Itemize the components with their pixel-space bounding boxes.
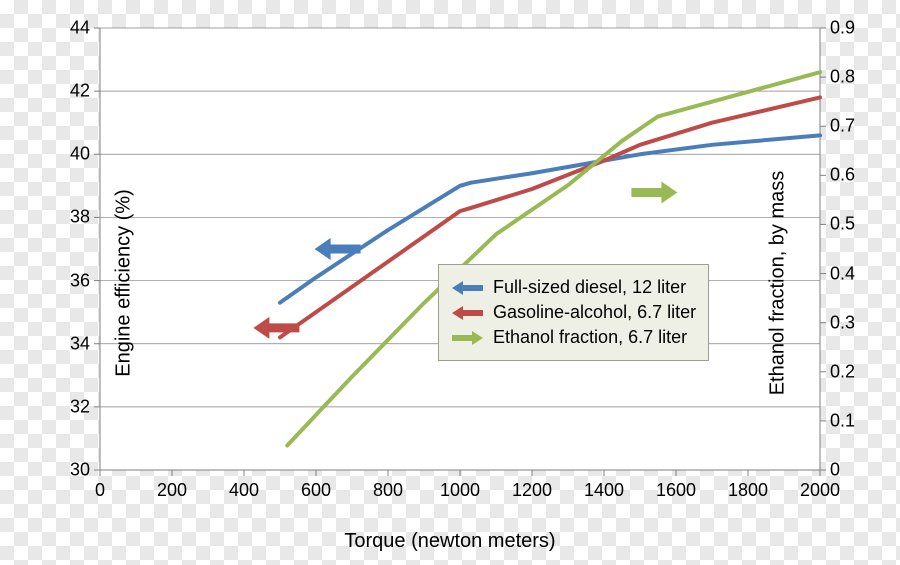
tick-label: 0.1 bbox=[830, 410, 855, 431]
axis-indicator-arrow-diesel bbox=[315, 238, 361, 260]
tick-label: 0.8 bbox=[830, 67, 855, 88]
tick-label: 38 bbox=[70, 207, 90, 228]
legend-label: Gasoline-alcohol, 6.7 liter bbox=[493, 302, 696, 323]
tick-label: 2000 bbox=[800, 480, 840, 501]
tick-label: 0 bbox=[95, 480, 105, 501]
tick-label: 34 bbox=[70, 333, 90, 354]
legend-label: Ethanol fraction, 6.7 liter bbox=[493, 327, 687, 348]
tick-label: 0.5 bbox=[830, 214, 855, 235]
tick-label: 1200 bbox=[512, 480, 552, 501]
tick-label: 0 bbox=[830, 460, 840, 481]
legend-swatch-arrow-icon bbox=[449, 278, 485, 298]
chart-container: Engine efficiency (%) Ethanol fraction, … bbox=[0, 0, 900, 565]
tick-label: 42 bbox=[70, 81, 90, 102]
tick-label: 0.2 bbox=[830, 361, 855, 382]
legend-item-diesel: Full-sized diesel, 12 liter bbox=[449, 277, 696, 298]
legend: Full-sized diesel, 12 liter Gasoline-alco… bbox=[438, 264, 709, 361]
tick-label: 0.4 bbox=[830, 263, 855, 284]
tick-label: 36 bbox=[70, 270, 90, 291]
tick-label: 30 bbox=[70, 460, 90, 481]
tick-label: 1000 bbox=[440, 480, 480, 501]
legend-label: Full-sized diesel, 12 liter bbox=[493, 277, 686, 298]
y-right-axis-label: Ethanol fraction, by mass bbox=[767, 133, 790, 433]
tick-label: 1800 bbox=[728, 480, 768, 501]
tick-label: 600 bbox=[301, 480, 331, 501]
tick-label: 0.7 bbox=[830, 116, 855, 137]
axis-indicator-arrow-gasalc bbox=[253, 317, 299, 339]
tick-label: 800 bbox=[373, 480, 403, 501]
tick-label: 0.6 bbox=[830, 165, 855, 186]
x-axis-label: Torque (newton meters) bbox=[0, 530, 900, 553]
legend-item-gasalc: Gasoline-alcohol, 6.7 liter bbox=[449, 302, 696, 323]
tick-label: 0.3 bbox=[830, 312, 855, 333]
tick-label: 0.9 bbox=[830, 18, 855, 39]
legend-swatch-arrow-icon bbox=[449, 328, 485, 348]
tick-label: 32 bbox=[70, 396, 90, 417]
tick-label: 200 bbox=[157, 480, 187, 501]
tick-label: 1600 bbox=[656, 480, 696, 501]
legend-swatch-arrow-icon bbox=[449, 303, 485, 323]
tick-label: 44 bbox=[70, 18, 90, 39]
legend-item-ethanol: Ethanol fraction, 6.7 liter bbox=[449, 327, 696, 348]
tick-label: 400 bbox=[229, 480, 259, 501]
axis-indicator-arrow-ethanol bbox=[631, 182, 677, 204]
tick-label: 40 bbox=[70, 144, 90, 165]
y-left-axis-label: Engine efficiency (%) bbox=[113, 153, 136, 413]
tick-label: 1400 bbox=[584, 480, 624, 501]
series-line-ethanol bbox=[287, 72, 820, 445]
